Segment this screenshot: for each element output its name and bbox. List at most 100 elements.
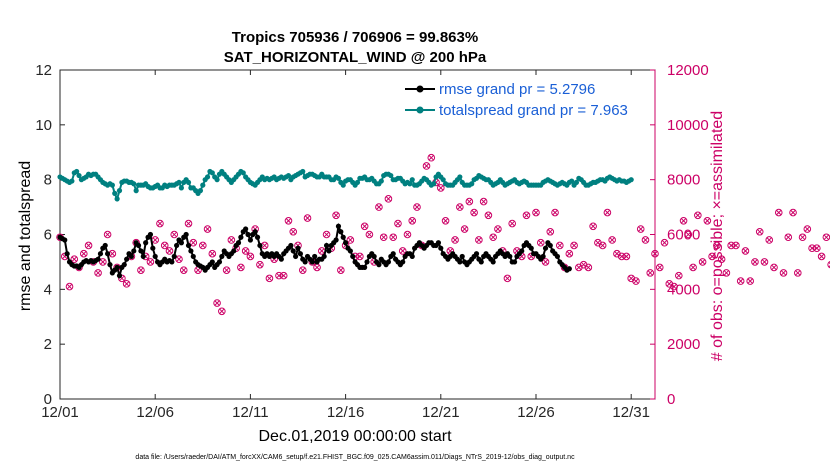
obs-point <box>179 266 188 274</box>
rmse-point <box>64 251 70 257</box>
rmse-point <box>190 253 196 260</box>
rmse-point <box>371 253 377 260</box>
obs-possible-marker <box>394 219 402 228</box>
y-axis-label-right: # of obs: o=possible; ×=assimilated <box>709 111 726 361</box>
obs-point <box>346 236 355 244</box>
obs-assimilated-marker <box>804 226 810 232</box>
obs-point <box>751 258 759 266</box>
obs-assimilated-marker <box>157 220 163 227</box>
obs-assimilated-marker <box>766 237 772 243</box>
obs-point <box>199 241 207 250</box>
totalspread-point <box>214 177 220 183</box>
rmse-point <box>169 259 175 265</box>
obs-possible-marker <box>717 255 726 263</box>
totalspread-point <box>285 172 292 179</box>
obs-assimilated-marker <box>319 248 325 254</box>
rmse-point <box>245 231 251 238</box>
y-axis-label-left: rmse and totalspread <box>17 161 34 311</box>
obs-point <box>284 216 293 225</box>
obs-possible-marker <box>175 255 183 263</box>
obs-possible-marker <box>298 266 307 274</box>
obs-possible-marker <box>99 258 107 266</box>
obs-possible-marker <box>813 244 821 253</box>
totalspread-point <box>109 182 115 188</box>
obs-possible-marker <box>751 258 759 266</box>
obs-point <box>260 241 269 250</box>
obs-assimilated-marker <box>438 185 444 191</box>
obs-assimilated-marker <box>700 259 706 265</box>
rmse-point <box>257 242 263 249</box>
x-axis-label: Dec.01,2019 00:00:00 start <box>258 428 452 445</box>
y-left-tick-label: 0 <box>44 391 52 408</box>
obs-possible-marker <box>727 241 735 250</box>
obs-possible-marker <box>641 236 650 244</box>
obs-possible-marker <box>655 263 664 272</box>
obs-assimilated-marker <box>704 218 710 224</box>
obs-point <box>360 222 369 231</box>
obs-possible-marker <box>684 230 693 239</box>
obs-point <box>213 299 221 307</box>
totalspread-point <box>440 177 446 183</box>
obs-point <box>675 271 683 280</box>
obs-assimilated-marker <box>428 155 434 161</box>
obs-possible-marker <box>375 203 383 211</box>
rmse-point <box>390 251 396 257</box>
legend-spread-label: totalspread grand pr = 7.963 <box>439 102 628 119</box>
totalspread-point <box>176 179 182 186</box>
obs-point <box>822 233 830 242</box>
obs-possible-marker <box>179 266 188 274</box>
legend-rmse-label: rmse grand pr = 5.2796 <box>439 81 595 98</box>
obs-assimilated-marker <box>690 264 696 270</box>
totalspread-point <box>354 179 361 186</box>
obs-assimilated-marker <box>533 210 539 216</box>
totalspread-point <box>431 181 437 187</box>
obs-point <box>389 233 398 242</box>
totalspread-point <box>76 172 82 179</box>
rmse-point <box>547 242 553 249</box>
obs-point <box>103 230 112 239</box>
obs-possible-marker <box>541 258 550 266</box>
rmse-point <box>385 259 392 265</box>
obs-possible-marker <box>774 208 783 217</box>
y-left-tick-label: 2 <box>44 336 52 353</box>
obs-assimilated-marker <box>547 229 553 235</box>
obs-possible-marker <box>199 241 207 250</box>
obs-assimilated-marker <box>285 218 292 224</box>
rmse-point <box>138 248 144 254</box>
obs-point <box>641 236 650 244</box>
obs-possible-marker <box>508 219 517 228</box>
obs-point <box>137 266 145 274</box>
rmse-point <box>140 253 146 260</box>
obs-assimilated-marker <box>443 218 449 224</box>
obs-point <box>789 208 797 217</box>
obs-assimilated-marker <box>609 237 615 243</box>
obs-assimilated-marker <box>347 237 353 243</box>
rmse-point <box>216 259 223 265</box>
obs-possible-marker <box>636 225 645 233</box>
obs-assimilated-marker <box>314 264 320 270</box>
obs-assimilated-marker <box>681 218 687 224</box>
obs-point <box>279 271 288 280</box>
obs-assimilated-marker <box>200 242 206 249</box>
obs-possible-marker <box>384 195 393 203</box>
obs-assimilated-marker <box>780 270 787 276</box>
obs-possible-marker <box>137 266 145 274</box>
obs-possible-marker <box>494 225 502 233</box>
obs-assimilated-marker <box>228 237 234 243</box>
obs-assimilated-marker <box>390 234 396 240</box>
obs-possible-marker <box>170 230 179 239</box>
obs-point <box>774 208 783 217</box>
rmse-point <box>293 253 299 260</box>
obs-assimilated-marker <box>214 300 220 306</box>
obs-assimilated-marker <box>647 270 653 276</box>
totalspread-point <box>569 178 575 184</box>
obs-point <box>532 208 540 217</box>
obs-assimilated-marker <box>176 256 182 262</box>
obs-assimilated-marker <box>257 262 263 268</box>
legend: rmse grand pr = 5.2796 totalspread grand … <box>405 81 628 119</box>
obs-assimilated-marker <box>566 251 572 257</box>
totalspread-point <box>409 177 415 183</box>
totalspread-point <box>300 168 306 175</box>
x-tick-label: 12/16 <box>327 404 365 421</box>
obs-point <box>655 263 664 272</box>
